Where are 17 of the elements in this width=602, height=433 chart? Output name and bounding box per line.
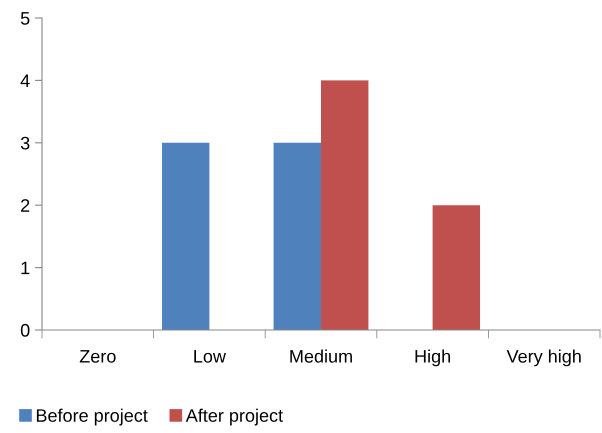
- bar: [274, 142, 321, 330]
- x-tick-label: Medium: [290, 349, 352, 363]
- y-tick-label: 3: [20, 136, 30, 150]
- y-tick-label: 5: [20, 12, 30, 25]
- x-tick-label: Low: [194, 350, 226, 363]
- bar: [321, 80, 368, 330]
- y-tick-label: 4: [20, 74, 30, 87]
- y-tick-label: 1: [22, 262, 30, 274]
- legend-label: Before project: [36, 408, 148, 426]
- legend-label: After project: [186, 408, 283, 426]
- bar: [432, 205, 480, 330]
- y-tick-label: 2: [21, 199, 30, 212]
- x-tick-label: Zero: [80, 350, 116, 363]
- bar: [162, 142, 210, 330]
- y-tick-label: 0: [20, 324, 30, 337]
- x-tick-label: High: [416, 349, 450, 366]
- x-tick-label: Very high: [506, 349, 581, 366]
